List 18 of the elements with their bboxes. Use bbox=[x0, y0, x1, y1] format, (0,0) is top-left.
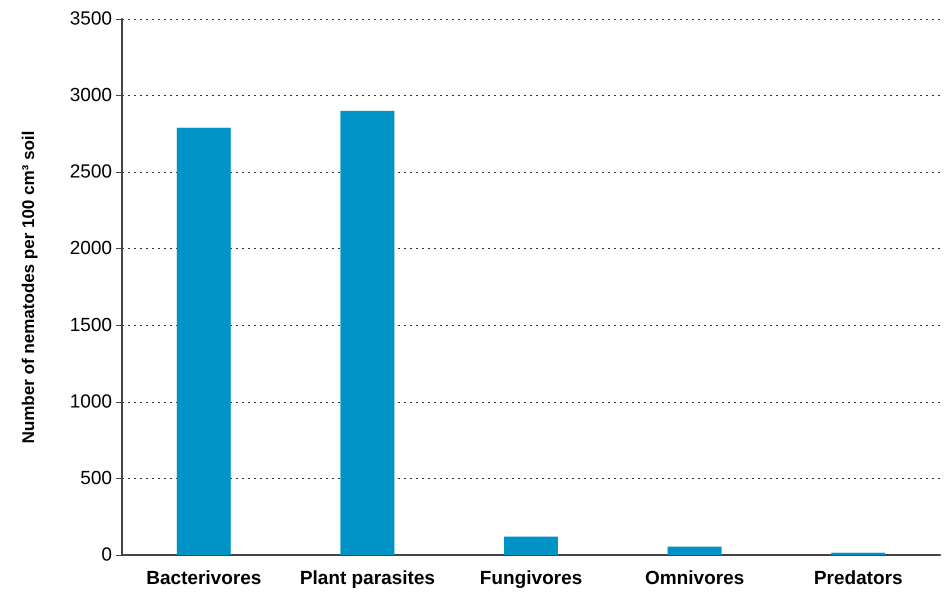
y-tick-label: 2500 bbox=[70, 162, 112, 183]
y-tick-label: 0 bbox=[101, 544, 112, 566]
bar bbox=[176, 128, 231, 555]
y-tick-label: 500 bbox=[80, 468, 112, 489]
y-axis-title: Number of nematodes per 100 cm³ soil bbox=[19, 130, 38, 444]
x-tick-label: Plant parasites bbox=[300, 568, 435, 589]
x-tick-label: Fungivores bbox=[480, 568, 582, 589]
y-tick-label: 1500 bbox=[70, 314, 112, 336]
y-tick-label: 3500 bbox=[70, 8, 112, 30]
x-tick-label: Bacterivores bbox=[146, 568, 262, 589]
bar bbox=[668, 546, 722, 555]
y-tick-label: 3000 bbox=[70, 85, 112, 106]
bar bbox=[340, 110, 394, 555]
y-tick-label: 1000 bbox=[70, 391, 112, 412]
bar bbox=[504, 536, 558, 555]
x-tick-label: Omnivores bbox=[644, 568, 744, 589]
x-tick-label: Predators bbox=[814, 568, 903, 589]
y-tick-label: 2000 bbox=[70, 238, 112, 260]
